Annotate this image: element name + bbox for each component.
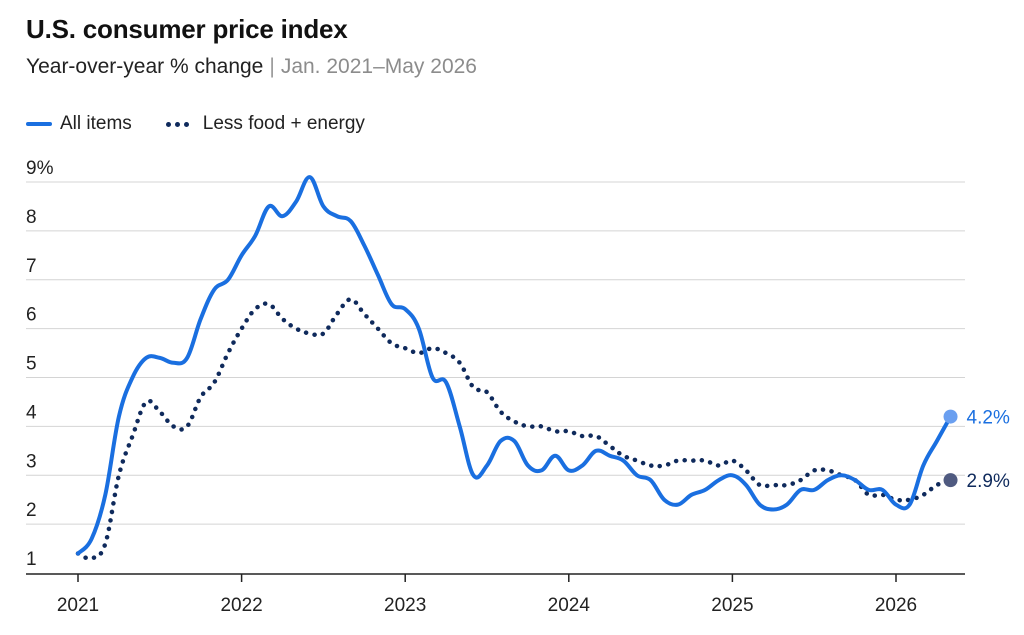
legend-swatch-solid-line — [26, 122, 52, 126]
end-marker — [943, 409, 958, 424]
x-tick-label: 2026 — [875, 595, 917, 616]
x-tick-label: 2023 — [384, 595, 426, 616]
y-tick-label: 4 — [26, 402, 37, 423]
legend-item-core: Less food + energy — [165, 113, 365, 135]
all-items-line — [76, 175, 953, 556]
x-tick-label: 2021 — [57, 595, 99, 616]
y-tick-label: 8 — [26, 207, 37, 228]
chart-legend: All items Less food + energy — [26, 112, 399, 136]
date-range: Jan. 2021–May 2026 — [280, 55, 477, 78]
legend-item-all-items: All items — [26, 113, 132, 135]
subtitle-text: Year-over-year % change — [26, 55, 264, 78]
end-marker — [943, 473, 958, 488]
y-tick-label: 7 — [26, 256, 37, 277]
y-tick-label: 9% — [26, 158, 54, 179]
chart-title: U.S. consumer price index — [26, 14, 348, 44]
y-tick-label: 5 — [26, 354, 37, 375]
x-tick-label: 2022 — [220, 595, 262, 616]
legend-label-all-items: All items — [60, 113, 132, 134]
legend-swatch-dotted-line — [165, 121, 193, 127]
y-tick-label: 6 — [26, 305, 37, 326]
chart-subtitle: Year-over-year % change | Jan. 2021–May 20… — [26, 55, 477, 79]
x-tick-label: 2024 — [548, 595, 591, 616]
x-axis: 2021 2022 2023 2024 2025 2026 — [26, 573, 965, 616]
y-tick-label: 2 — [26, 500, 37, 521]
y-tick-label: 1 — [26, 549, 37, 570]
grid-lines — [26, 181, 965, 525]
x-tick-label: 2025 — [711, 595, 753, 616]
y-axis-tick-labels: 1 2 3 4 5 6 7 8 9% — [26, 158, 54, 570]
end-value-label: 2.9% — [967, 471, 1010, 492]
series-lines — [75, 175, 953, 561]
legend-label-core: Less food + energy — [202, 113, 365, 134]
end-value-label: 4.2% — [967, 408, 1010, 429]
subtitle-separator: | — [269, 55, 275, 78]
end-markers: 4.2% 2.9% — [943, 408, 1010, 492]
y-tick-label: 3 — [26, 451, 37, 472]
less-food-energy-line — [75, 297, 953, 561]
